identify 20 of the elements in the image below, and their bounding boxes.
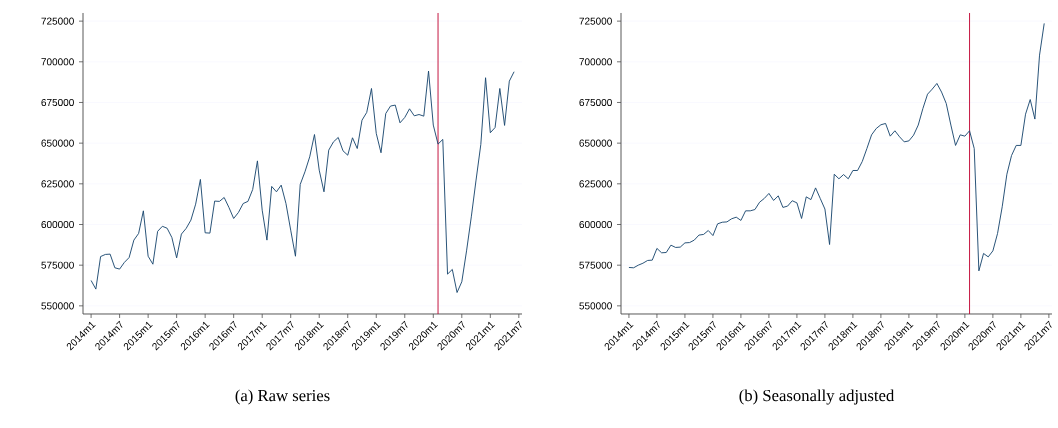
y-tick-label: 725000 <box>41 17 74 25</box>
y-tick-label: 550000 <box>41 302 74 310</box>
text: (a) Raw series <box>235 389 330 405</box>
line-series <box>628 22 1045 272</box>
y-tick-label: 600000 <box>579 220 612 229</box>
text: (b) Seasonally adjusted <box>739 389 895 405</box>
y-tick-label: 650000 <box>41 139 74 147</box>
y-tick-label: 675000 <box>41 98 74 107</box>
y-tick-label: 575000 <box>41 261 74 269</box>
y-tick-label: 625000 <box>579 180 612 188</box>
y-tick-label: 600000 <box>41 220 74 229</box>
y-tick-label: 675000 <box>579 98 612 107</box>
y-tick-label: 700000 <box>579 58 612 66</box>
y-tick-label: 700000 <box>41 58 74 66</box>
y-tick-label: 575000 <box>579 261 612 269</box>
y-tick-label: 550000 <box>579 302 612 310</box>
y-tick-label: 650000 <box>579 139 612 147</box>
y-tick-label: 625000 <box>41 180 74 188</box>
line-series <box>90 70 515 293</box>
y-tick-label: 725000 <box>579 17 612 25</box>
